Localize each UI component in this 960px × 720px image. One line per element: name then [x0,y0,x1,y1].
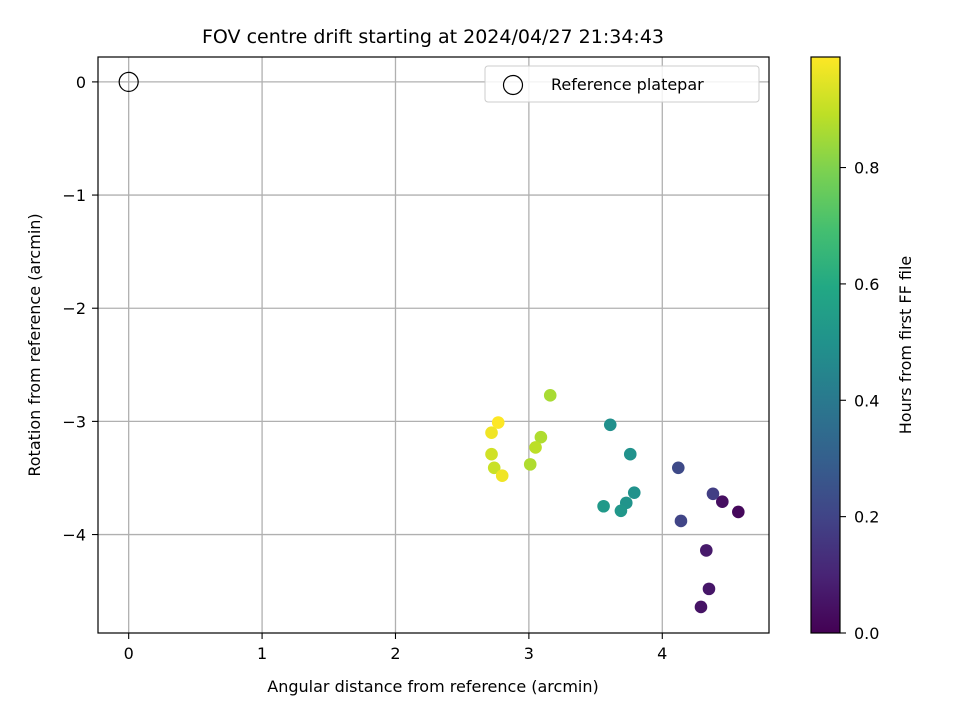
chart-title: FOV centre drift starting at 2024/04/27 … [202,26,664,48]
colorbar-tick-label: 0.0 [854,624,879,643]
data-point [534,430,548,444]
data-point [706,487,720,501]
data-point [485,426,498,440]
data-point [700,544,713,557]
data-point [543,389,557,402]
plot-frame [97,56,770,634]
colorbar-label: Hours from first FF file [896,256,915,435]
legend-box [484,65,760,103]
y-tick-label: −1 [62,186,86,205]
data-point [495,469,509,483]
reference-marker-layer [118,71,139,92]
data-point [732,505,745,519]
legend: Reference platepar [484,65,760,103]
data-point [674,514,688,528]
y-axis-ticks: 0 −1 −2 −3 −4 [62,73,98,545]
data-point [627,486,641,499]
grid [98,57,769,633]
colorbar-tick-label: 0.4 [854,391,879,410]
plot-background [98,57,769,633]
data-point [603,418,617,432]
y-tick-label: 0 [76,73,86,92]
legend-reference-marker [502,74,524,96]
data-points [485,389,745,614]
data-point [716,495,729,509]
y-tick-label: −3 [62,412,86,431]
data-point [614,504,628,518]
x-tick-label: 2 [390,644,400,663]
x-tick-label: 1 [257,644,267,663]
y-tick-label: −2 [62,299,86,318]
data-point [623,447,637,461]
x-axis-ticks: 0 1 2 3 4 [124,633,667,663]
plot-area [97,56,770,634]
x-tick-label: 0 [124,644,134,663]
data-point [671,461,685,475]
y-tick-label: −4 [62,526,86,545]
reference-platepar-marker [118,71,139,92]
colorbar-tick-label: 0.6 [854,275,879,294]
data-point [487,461,501,475]
colorbar-tick-label: 0.2 [854,508,879,527]
x-tick-label: 3 [524,644,534,663]
data-point [597,499,610,513]
colorbar-frame [810,56,841,634]
data-point [491,416,505,429]
y-axis-label: Rotation from reference (arcmin) [25,213,44,476]
data-point [702,582,716,596]
data-point [694,600,708,614]
x-tick-label: 4 [657,644,667,663]
data-point [485,447,498,461]
data-point [529,441,542,454]
legend-label: Reference platepar [551,75,704,94]
colorbar-gradient [811,57,840,633]
colorbar-ticks: 0.0 0.2 0.4 0.6 0.8 [840,159,879,643]
colorbar: 0.0 0.2 0.4 0.6 0.8 Hours from first FF file [810,56,915,643]
data-point [523,458,537,471]
x-axis-label: Angular distance from reference (arcmin) [267,677,598,696]
colorbar-tick-label: 0.8 [854,159,879,178]
